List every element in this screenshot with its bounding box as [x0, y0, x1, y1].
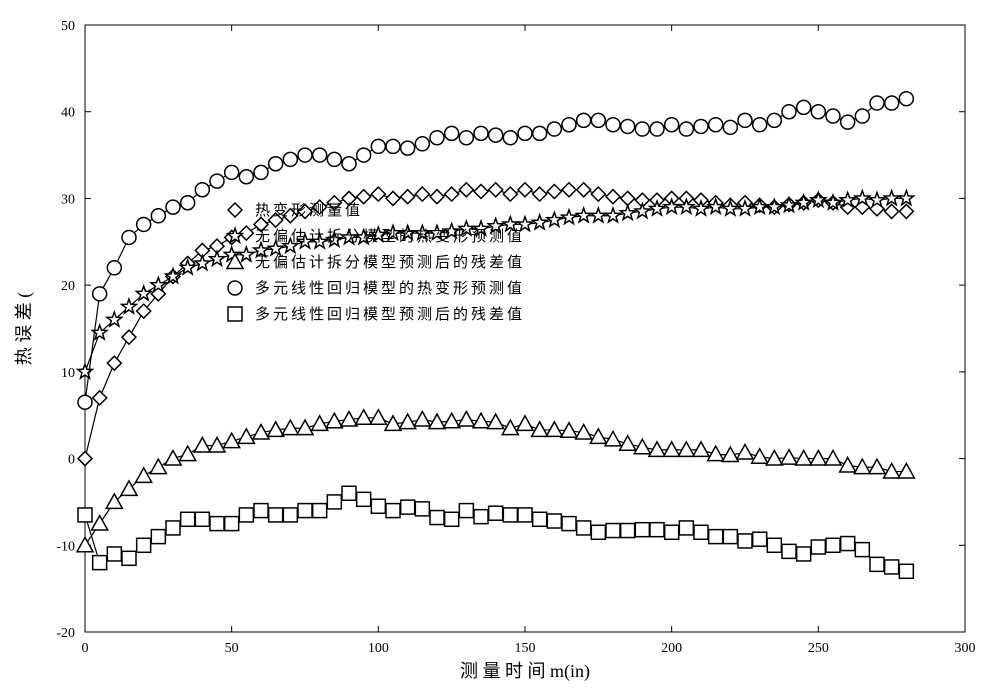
xtick-label: 250 [808, 641, 829, 656]
legend-label: 多元线性回归模型预测后的残差值 [255, 306, 525, 323]
xtick-label: 300 [955, 641, 976, 656]
xtick-label: 150 [515, 641, 536, 656]
legend-label: 多元线性回归模型的热变形预测值 [255, 280, 525, 297]
ytick-label: 30 [61, 192, 75, 207]
legend-label: 热变形测量值 [255, 202, 363, 219]
ytick-label: -20 [56, 626, 75, 641]
legend-label: 无偏估计拆分模型预测后的残差值 [255, 254, 525, 271]
legend-label: 无偏估计拆分模型的热变形预测值 [255, 228, 525, 245]
x-axis-label: 测 量 时 间 m(in) [460, 661, 590, 682]
ytick-label: 50 [61, 19, 75, 34]
xtick-label: 100 [368, 641, 389, 656]
xtick-label: 50 [225, 641, 239, 656]
ytick-label: 20 [61, 279, 75, 294]
thermal-error-chart: 0 50 100 150 200 250 300 -20 -10 0 10 20 30 40 50 测 量 时… [0, 0, 1000, 692]
ytick-label: 10 [61, 366, 75, 381]
ytick-label: 0 [68, 453, 75, 468]
y-axis-label: 热 误 差 ( [14, 292, 35, 366]
ytick-label: -10 [56, 539, 75, 554]
xtick-label: 200 [661, 641, 682, 656]
ytick-label: 40 [61, 106, 75, 121]
xtick-label: 0 [82, 641, 89, 656]
